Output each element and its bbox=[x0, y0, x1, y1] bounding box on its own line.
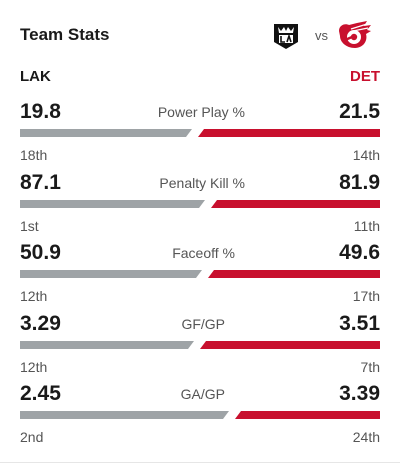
left-team-bar bbox=[20, 129, 192, 137]
stat-label: Power Play % bbox=[157, 104, 245, 120]
comparison-bar bbox=[20, 129, 380, 137]
stat-row: 3.29 GF/GP 3.51 12th 7th bbox=[0, 312, 400, 382]
right-team-bar bbox=[208, 270, 380, 278]
section-title: Team Stats bbox=[20, 25, 110, 44]
left-team-abbr: LAK bbox=[20, 68, 51, 85]
right-team-bar bbox=[200, 341, 380, 349]
detroit-red-wings-logo-icon bbox=[339, 21, 371, 48]
right-team-rank: 14th bbox=[352, 147, 380, 163]
right-team-bar bbox=[198, 129, 380, 137]
comparison-bar bbox=[20, 341, 380, 349]
stat-label: Faceoff % bbox=[172, 245, 235, 261]
stat-label: Penalty Kill % bbox=[159, 175, 245, 191]
left-stat-value: 50.9 bbox=[20, 241, 61, 264]
right-team-bar bbox=[235, 411, 380, 419]
left-stat-value: 87.1 bbox=[20, 171, 61, 194]
left-team-rank: 2nd bbox=[20, 429, 44, 445]
la-kings-logo-icon bbox=[274, 24, 298, 49]
left-team-bar bbox=[20, 411, 229, 419]
stat-label: GA/GP bbox=[180, 386, 225, 402]
comparison-bar bbox=[20, 270, 380, 278]
bottom-divider bbox=[0, 462, 400, 463]
left-stat-value: 3.29 bbox=[20, 312, 61, 335]
left-team-rank: 18th bbox=[20, 147, 48, 163]
stat-row: 19.8 Power Play % 21.5 18th 14th bbox=[0, 100, 400, 170]
right-team-rank: 11th bbox=[353, 218, 380, 234]
right-stat-value: 49.6 bbox=[339, 241, 380, 264]
left-team-rank: 12th bbox=[20, 288, 48, 304]
comparison-bar bbox=[20, 200, 380, 208]
comparison-bar bbox=[20, 411, 380, 419]
right-team-rank: 7th bbox=[360, 359, 380, 375]
right-team-rank: 17th bbox=[352, 288, 380, 304]
right-stat-value: 3.39 bbox=[339, 382, 380, 405]
right-stat-value: 21.5 bbox=[339, 100, 380, 123]
left-stat-value: 2.45 bbox=[20, 382, 61, 405]
stat-label: GF/GP bbox=[181, 316, 225, 332]
left-team-rank: 1st bbox=[20, 218, 39, 234]
left-team-bar bbox=[20, 270, 202, 278]
right-stat-value: 3.51 bbox=[339, 312, 380, 335]
vs-label: vs bbox=[315, 28, 328, 43]
left-team-rank: 12th bbox=[20, 359, 48, 375]
right-team-rank: 24th bbox=[352, 429, 380, 445]
right-team-abbr: DET bbox=[350, 68, 380, 85]
stat-row: 87.1 Penalty Kill % 81.9 1st 11th bbox=[0, 171, 400, 241]
left-team-bar bbox=[20, 341, 194, 349]
left-team-bar bbox=[20, 200, 205, 208]
stat-row: 2.45 GA/GP 3.39 2nd 24th bbox=[0, 382, 400, 452]
stat-row: 50.9 Faceoff % 49.6 12th 17th bbox=[0, 241, 400, 311]
right-stat-value: 81.9 bbox=[339, 171, 380, 194]
left-stat-value: 19.8 bbox=[20, 100, 61, 123]
right-team-bar bbox=[211, 200, 380, 208]
